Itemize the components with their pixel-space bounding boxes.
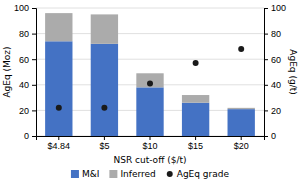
tick-mark xyxy=(58,136,59,140)
point xyxy=(193,60,199,66)
tick: 80 xyxy=(19,29,36,39)
tick-label: 40 xyxy=(19,80,29,90)
tick: 40 xyxy=(19,80,36,90)
bar xyxy=(136,73,163,87)
tick-label: 20 xyxy=(19,106,29,116)
tick-mark xyxy=(264,110,268,111)
bar xyxy=(136,87,163,136)
bar xyxy=(91,44,118,136)
tick-mark xyxy=(264,136,268,137)
tick-mark xyxy=(32,8,36,9)
tick-mark xyxy=(32,85,36,86)
grid-line xyxy=(36,8,264,9)
axis-line xyxy=(37,137,265,141)
chart: $4.84 $5 $10 $15 $20 0 20 40 60 80 100 0 20 40 60 80 100… xyxy=(0,0,300,182)
legend-label: AgEq grade xyxy=(177,169,230,179)
plot: $4.84 $5 $10 $15 $20 0 20 40 60 80 100 0 20 40 60 80 100 xyxy=(14,3,286,151)
tick-label: 80 xyxy=(19,29,29,39)
tick-mark xyxy=(32,34,36,35)
tick-label: 80 xyxy=(271,29,281,39)
marks xyxy=(45,13,255,136)
tick: $5 xyxy=(99,136,109,151)
tick-mark xyxy=(241,136,242,140)
point xyxy=(101,105,107,111)
tick-mark xyxy=(32,110,36,111)
point xyxy=(56,105,62,111)
tick-label: 100 xyxy=(271,3,286,13)
tick-mark xyxy=(264,8,268,9)
bar xyxy=(91,14,118,43)
tick-label: 100 xyxy=(14,3,29,13)
legend-swatch xyxy=(167,171,173,177)
bar xyxy=(182,103,209,136)
tick-label: 20 xyxy=(271,106,281,116)
tick: 100 xyxy=(264,3,286,13)
tick-label: 60 xyxy=(271,55,281,65)
axis-line xyxy=(265,9,269,137)
x-axis-title: NSR cut-off ($/t) xyxy=(113,155,186,165)
x-axis: $4.84 $5 $10 $15 $20 xyxy=(37,136,265,151)
tick: 0 xyxy=(24,131,36,141)
tick-mark xyxy=(150,136,151,140)
legend-swatch xyxy=(71,170,79,178)
tick-mark xyxy=(264,34,268,35)
legend-item: M&I xyxy=(71,169,99,179)
tick-label: 0 xyxy=(271,131,276,141)
tick: $20 xyxy=(234,136,249,151)
tick-label: $15 xyxy=(188,141,203,151)
legend-label: Inferred xyxy=(120,169,155,179)
tick-label: $10 xyxy=(142,141,157,151)
legend-item: AgEq grade xyxy=(167,169,230,179)
bar xyxy=(45,13,72,41)
tick-label: 60 xyxy=(19,55,29,65)
tick-label: $4.84 xyxy=(48,141,71,151)
grid xyxy=(36,8,264,136)
tick-mark xyxy=(104,136,105,140)
tick: 40 xyxy=(264,80,281,90)
axis-line xyxy=(32,9,37,137)
scatter-series xyxy=(56,46,244,111)
tick: $15 xyxy=(188,136,203,151)
tick: $10 xyxy=(142,136,157,151)
legend: M&I Inferred AgEq grade xyxy=(71,169,230,179)
bar-series xyxy=(45,13,255,109)
legend-item: Inferred xyxy=(109,169,155,179)
tick-mark xyxy=(264,59,268,60)
bar xyxy=(45,41,72,136)
y-axis: 0 20 40 60 80 100 xyxy=(14,3,37,141)
tick-mark xyxy=(264,85,268,86)
bar-series xyxy=(45,41,255,136)
tick: 100 xyxy=(14,3,36,13)
bar xyxy=(182,95,209,103)
bar xyxy=(228,109,255,136)
y2-axis-title: AgEq (g/t) xyxy=(288,49,298,94)
tick-mark xyxy=(195,136,196,140)
tick-mark xyxy=(32,136,36,137)
point xyxy=(147,81,153,87)
tick: 20 xyxy=(19,106,36,116)
y-axis-title: AgEq (Moz) xyxy=(2,46,12,97)
tick: 80 xyxy=(264,29,281,39)
point xyxy=(238,46,244,52)
tick: 60 xyxy=(264,55,281,65)
tick: 60 xyxy=(19,55,36,65)
tick-label: $5 xyxy=(99,141,109,151)
bar xyxy=(228,108,255,109)
tick: 0 xyxy=(264,131,276,141)
tick-label: 40 xyxy=(271,80,281,90)
legend-label: M&I xyxy=(82,169,99,179)
tick: 20 xyxy=(264,106,281,116)
tick-label: $20 xyxy=(234,141,249,151)
tick-mark xyxy=(32,59,36,60)
legend-swatch xyxy=(109,170,117,178)
tick-label: 0 xyxy=(24,131,29,141)
tick: $4.84 xyxy=(48,136,71,151)
y2-axis: 0 20 40 60 80 100 xyxy=(264,3,286,141)
